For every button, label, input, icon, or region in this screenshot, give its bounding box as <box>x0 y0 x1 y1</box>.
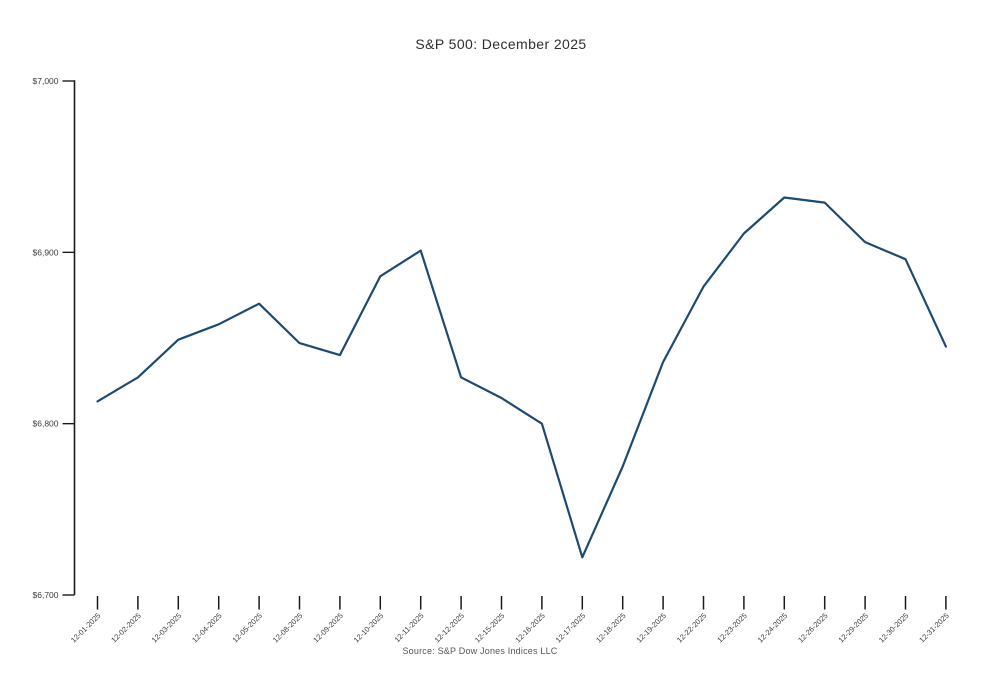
x-tick-label: 12-30-2025 <box>877 611 910 644</box>
x-axis: 12-01-2025 12-02-2025 12-03-2025 12-04-2025… <box>69 596 951 645</box>
x-tick-label: 12-08-2025 <box>271 611 304 644</box>
source-note: Source: S&P Dow Jones Indices LLC <box>402 646 558 656</box>
x-tick-label: 12-29-2025 <box>837 611 870 644</box>
x-tick-label: 12-31-2025 <box>917 611 950 644</box>
y-tick-label: $6,700 <box>33 590 59 600</box>
x-tick-label: 12-26-2025 <box>796 611 829 644</box>
x-tick-label: 12-03-2025 <box>150 611 183 644</box>
x-tick-label: 12-11-2025 <box>393 611 426 644</box>
y-tick-label: $7,000 <box>33 76 59 86</box>
x-tick-label: 12-19-2025 <box>635 611 668 644</box>
x-tick-label: 12-12-2025 <box>433 611 466 644</box>
y-tick-label: $6,900 <box>33 247 59 257</box>
price-line <box>96 196 948 559</box>
x-tick-label: 12-15-2025 <box>473 611 506 644</box>
x-tick-label: 12-01-2025 <box>69 611 102 644</box>
x-tick-label: 12-17-2025 <box>554 611 587 644</box>
x-tick-label: 12-22-2025 <box>675 611 708 644</box>
x-tick-label: 12-02-2025 <box>109 611 142 644</box>
x-tick-label: 12-09-2025 <box>311 611 344 644</box>
x-tick-label: 12-16-2025 <box>513 611 546 644</box>
x-tick-label: 12-18-2025 <box>594 611 627 644</box>
y-axis: $6,700 $6,800 $6,900 $7,000 <box>33 76 75 600</box>
x-tick-label: 12-24-2025 <box>756 611 789 644</box>
x-tick-label: 12-04-2025 <box>190 611 223 644</box>
chart-title: S&P 500: December 2025 <box>415 36 587 52</box>
x-tick-label: 12-05-2025 <box>231 611 264 644</box>
y-tick-label: $6,800 <box>33 419 59 429</box>
x-tick-label: 12-10-2025 <box>352 611 385 644</box>
x-tick-label: 12-23-2025 <box>715 611 748 644</box>
